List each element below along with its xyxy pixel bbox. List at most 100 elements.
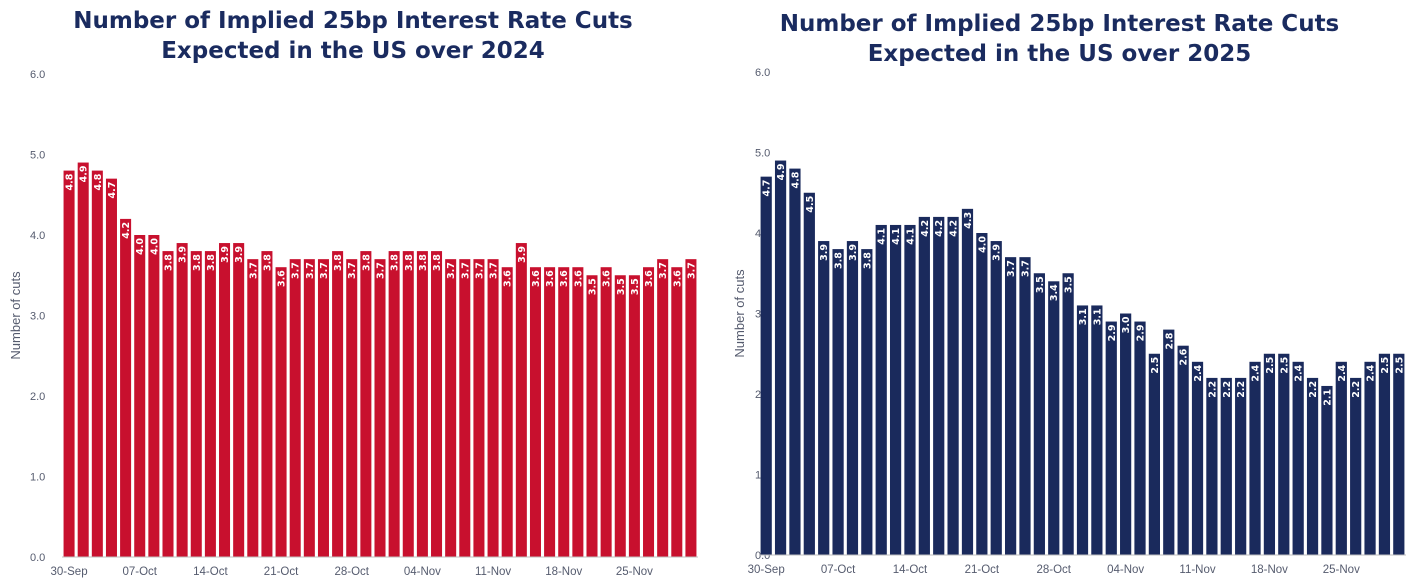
bar-value-label: 4.2 [920, 220, 931, 237]
bar [289, 259, 301, 557]
x-tick-label: 11-Nov [475, 566, 511, 578]
bar [643, 267, 655, 557]
bar [760, 176, 772, 555]
bar [1120, 313, 1132, 555]
bar-value-label: 3.8 [862, 252, 873, 269]
bar [1005, 257, 1017, 555]
bar-value-label: 3.7 [319, 262, 330, 279]
bar-value-label: 3.1 [1078, 308, 1089, 325]
bar-value-label: 2.2 [1207, 381, 1218, 398]
bar [1378, 353, 1391, 555]
bar [1278, 353, 1290, 555]
bar [487, 259, 499, 557]
bar [1350, 377, 1362, 555]
bar-value-label: 3.6 [672, 270, 683, 287]
bar [261, 251, 273, 557]
bar-value-label: 4.2 [121, 222, 132, 239]
chart-title-line-2: Expected in the US over 2024 [161, 38, 545, 64]
bar [918, 216, 930, 555]
bar [473, 259, 485, 557]
bar [614, 275, 626, 557]
bar-value-label: 3.6 [545, 270, 556, 287]
bar [1033, 273, 1045, 555]
bar [1263, 353, 1276, 555]
bar [501, 267, 513, 557]
bar [134, 235, 146, 557]
chart-title-line-1: Number of Implied 25bp Interest Rate Cut… [73, 8, 633, 34]
bar [91, 170, 103, 557]
bar [190, 251, 202, 557]
x-tick-label: 04-Nov [1107, 564, 1144, 576]
bar [904, 224, 916, 555]
bar [803, 192, 815, 555]
bar-value-label: 4.5 [805, 196, 816, 213]
bar [1249, 361, 1261, 555]
bar-value-label: 2.4 [1193, 364, 1204, 381]
bar [990, 241, 1002, 556]
x-tick-label: 21-Oct [965, 564, 1000, 576]
x-tick-label: 25-Nov [616, 566, 653, 578]
bar-value-label: 2.6 [1179, 348, 1190, 365]
bar-value-label: 4.0 [135, 238, 146, 255]
bar-value-label: 3.7 [446, 262, 457, 279]
bar-value-label: 4.9 [776, 164, 787, 181]
bar-value-label: 3.9 [220, 246, 231, 263]
bar [1393, 353, 1405, 555]
bar [1292, 361, 1304, 555]
bar [459, 259, 471, 557]
bar-value-label: 3.8 [262, 254, 273, 271]
bar [933, 216, 945, 555]
bar [832, 249, 844, 555]
bar [515, 243, 527, 558]
bar-value-label: 3.8 [418, 254, 429, 271]
bar-value-label: 3.7 [1006, 260, 1017, 277]
y-tick-label: 3.0 [30, 311, 45, 323]
bar-value-label: 3.9 [517, 246, 528, 263]
bar-value-label: 2.5 [1265, 357, 1276, 374]
bar [861, 249, 873, 555]
bar-value-label: 3.5 [616, 278, 627, 295]
bar-value-label: 3.8 [834, 252, 845, 269]
chart-panel-2024: Number of Implied 25bp Interest Rate Cut… [0, 0, 706, 581]
bar-value-label: 3.6 [573, 270, 584, 287]
bar-value-label: 3.7 [460, 262, 471, 279]
bar [402, 251, 414, 557]
x-tick-label: 04-Nov [404, 566, 441, 578]
bar [317, 259, 329, 557]
bar-value-label: 2.8 [1164, 332, 1175, 349]
bar-value-label: 3.8 [404, 254, 415, 271]
bar [1306, 377, 1319, 555]
bar-value-label: 2.5 [1380, 357, 1391, 374]
y-tick-label: 1.0 [30, 472, 45, 484]
bar [1091, 305, 1103, 555]
bar [947, 216, 959, 555]
bar-value-label: 2.1 [1322, 389, 1333, 406]
bar [529, 267, 541, 557]
bar-value-label: 2.2 [1351, 381, 1362, 398]
bar-value-label: 3.8 [192, 254, 203, 271]
bar-value-label: 3.7 [658, 262, 669, 279]
bar [332, 251, 344, 557]
bar [388, 251, 400, 557]
bar-value-label: 3.7 [489, 262, 500, 279]
bar [671, 267, 683, 557]
bar [628, 275, 640, 557]
bar-value-label: 3.7 [248, 262, 259, 279]
y-tick-label: 6.0 [755, 67, 770, 79]
bar [1076, 305, 1089, 555]
bar [1163, 329, 1175, 555]
bar [774, 160, 787, 556]
chart-panel-2025: Number of Implied 25bp Interest Rate Cut… [706, 0, 1413, 581]
bar-value-label: 3.5 [630, 278, 641, 295]
bar-value-label: 3.6 [602, 270, 613, 287]
bar-value-label: 3.7 [347, 262, 358, 279]
bar-value-label: 3.8 [164, 254, 175, 271]
x-tick-label: 18-Nov [545, 566, 582, 578]
bar [1048, 281, 1060, 555]
bar-value-label: 3.7 [1020, 260, 1031, 277]
x-tick-label: 18-Nov [1251, 564, 1288, 576]
bar [818, 241, 830, 556]
bar-value-label: 3.5 [1035, 276, 1046, 293]
bar-value-label: 3.8 [390, 254, 401, 271]
